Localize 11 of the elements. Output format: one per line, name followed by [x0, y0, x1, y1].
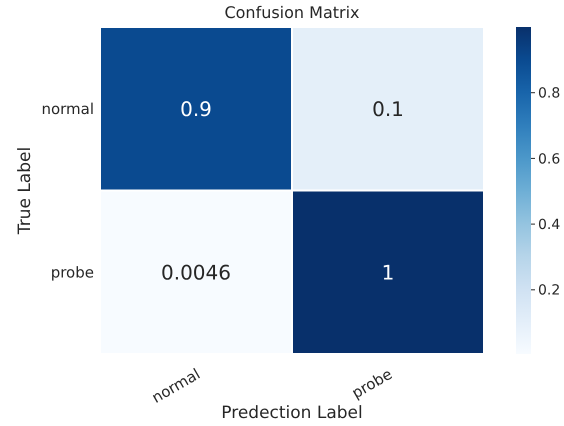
data-label: 1 — [382, 260, 394, 284]
data-label: 0.0046 — [161, 260, 231, 284]
color-bar-label: 0.2 — [538, 282, 560, 299]
data-label: 0.1 — [372, 96, 404, 121]
color-bar-label: 0.6 — [538, 151, 560, 168]
data-label: 0.9 — [180, 96, 212, 121]
color-bar-label: 0.8 — [538, 86, 560, 102]
y-axis-title: True Label — [15, 146, 35, 236]
chart-title: Confusion Matrix — [224, 3, 360, 22]
x-axis-title: Predection Label — [221, 403, 363, 423]
color-bar-label: 0.4 — [538, 217, 560, 234]
